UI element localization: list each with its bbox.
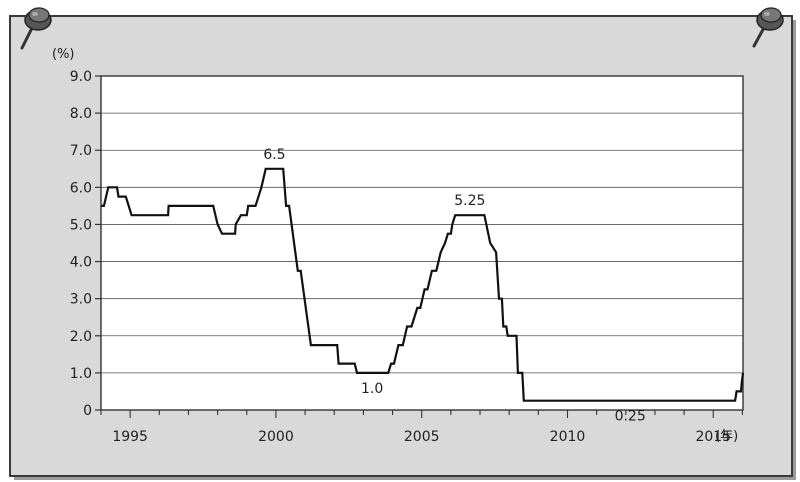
y-tick-label: 3.0	[70, 292, 92, 308]
data-label: 0.25	[615, 409, 646, 425]
y-tick-label: 7.0	[70, 143, 92, 159]
y-tick-label: 8.0	[70, 106, 92, 122]
x-tick-label: 2015	[695, 429, 731, 445]
data-label: 6.5	[263, 147, 285, 163]
y-tick-label: 0	[83, 403, 92, 419]
y-tick-label: 2.0	[70, 329, 92, 345]
data-label: 1.0	[361, 381, 383, 397]
x-tick-label: 1995	[112, 429, 148, 445]
y-tick-label: 1.0	[70, 366, 92, 382]
y-axis-ticks: 0 1.0 2.0 3.0 4.0 5.0 6.0 7.0 8.0 9.0	[70, 69, 101, 419]
annotations: 6.5 1.0 5.25 0.25	[263, 147, 645, 425]
pushpin-right-icon	[752, 7, 784, 48]
x-axis-ticks: 1995 2000 2005 2010 2015	[100, 410, 743, 445]
data-label: 5.25	[454, 193, 485, 209]
plot-area	[101, 76, 743, 410]
x-tick-label: 2000	[258, 429, 294, 445]
x-tick-label: 2005	[404, 429, 440, 445]
y-tick-label: 6.0	[70, 180, 92, 196]
y-unit-label: (%)	[52, 47, 75, 62]
x-tick-label: 2010	[550, 429, 586, 445]
pushpin-left-icon	[20, 7, 52, 50]
grid-lines	[101, 112, 743, 374]
y-tick-label: 5.0	[70, 217, 92, 233]
series-line-policy-rate	[101, 167, 745, 402]
y-tick-label: 9.0	[70, 69, 92, 85]
y-tick-label: 4.0	[70, 255, 92, 271]
x-unit-label: (年)	[715, 429, 738, 444]
